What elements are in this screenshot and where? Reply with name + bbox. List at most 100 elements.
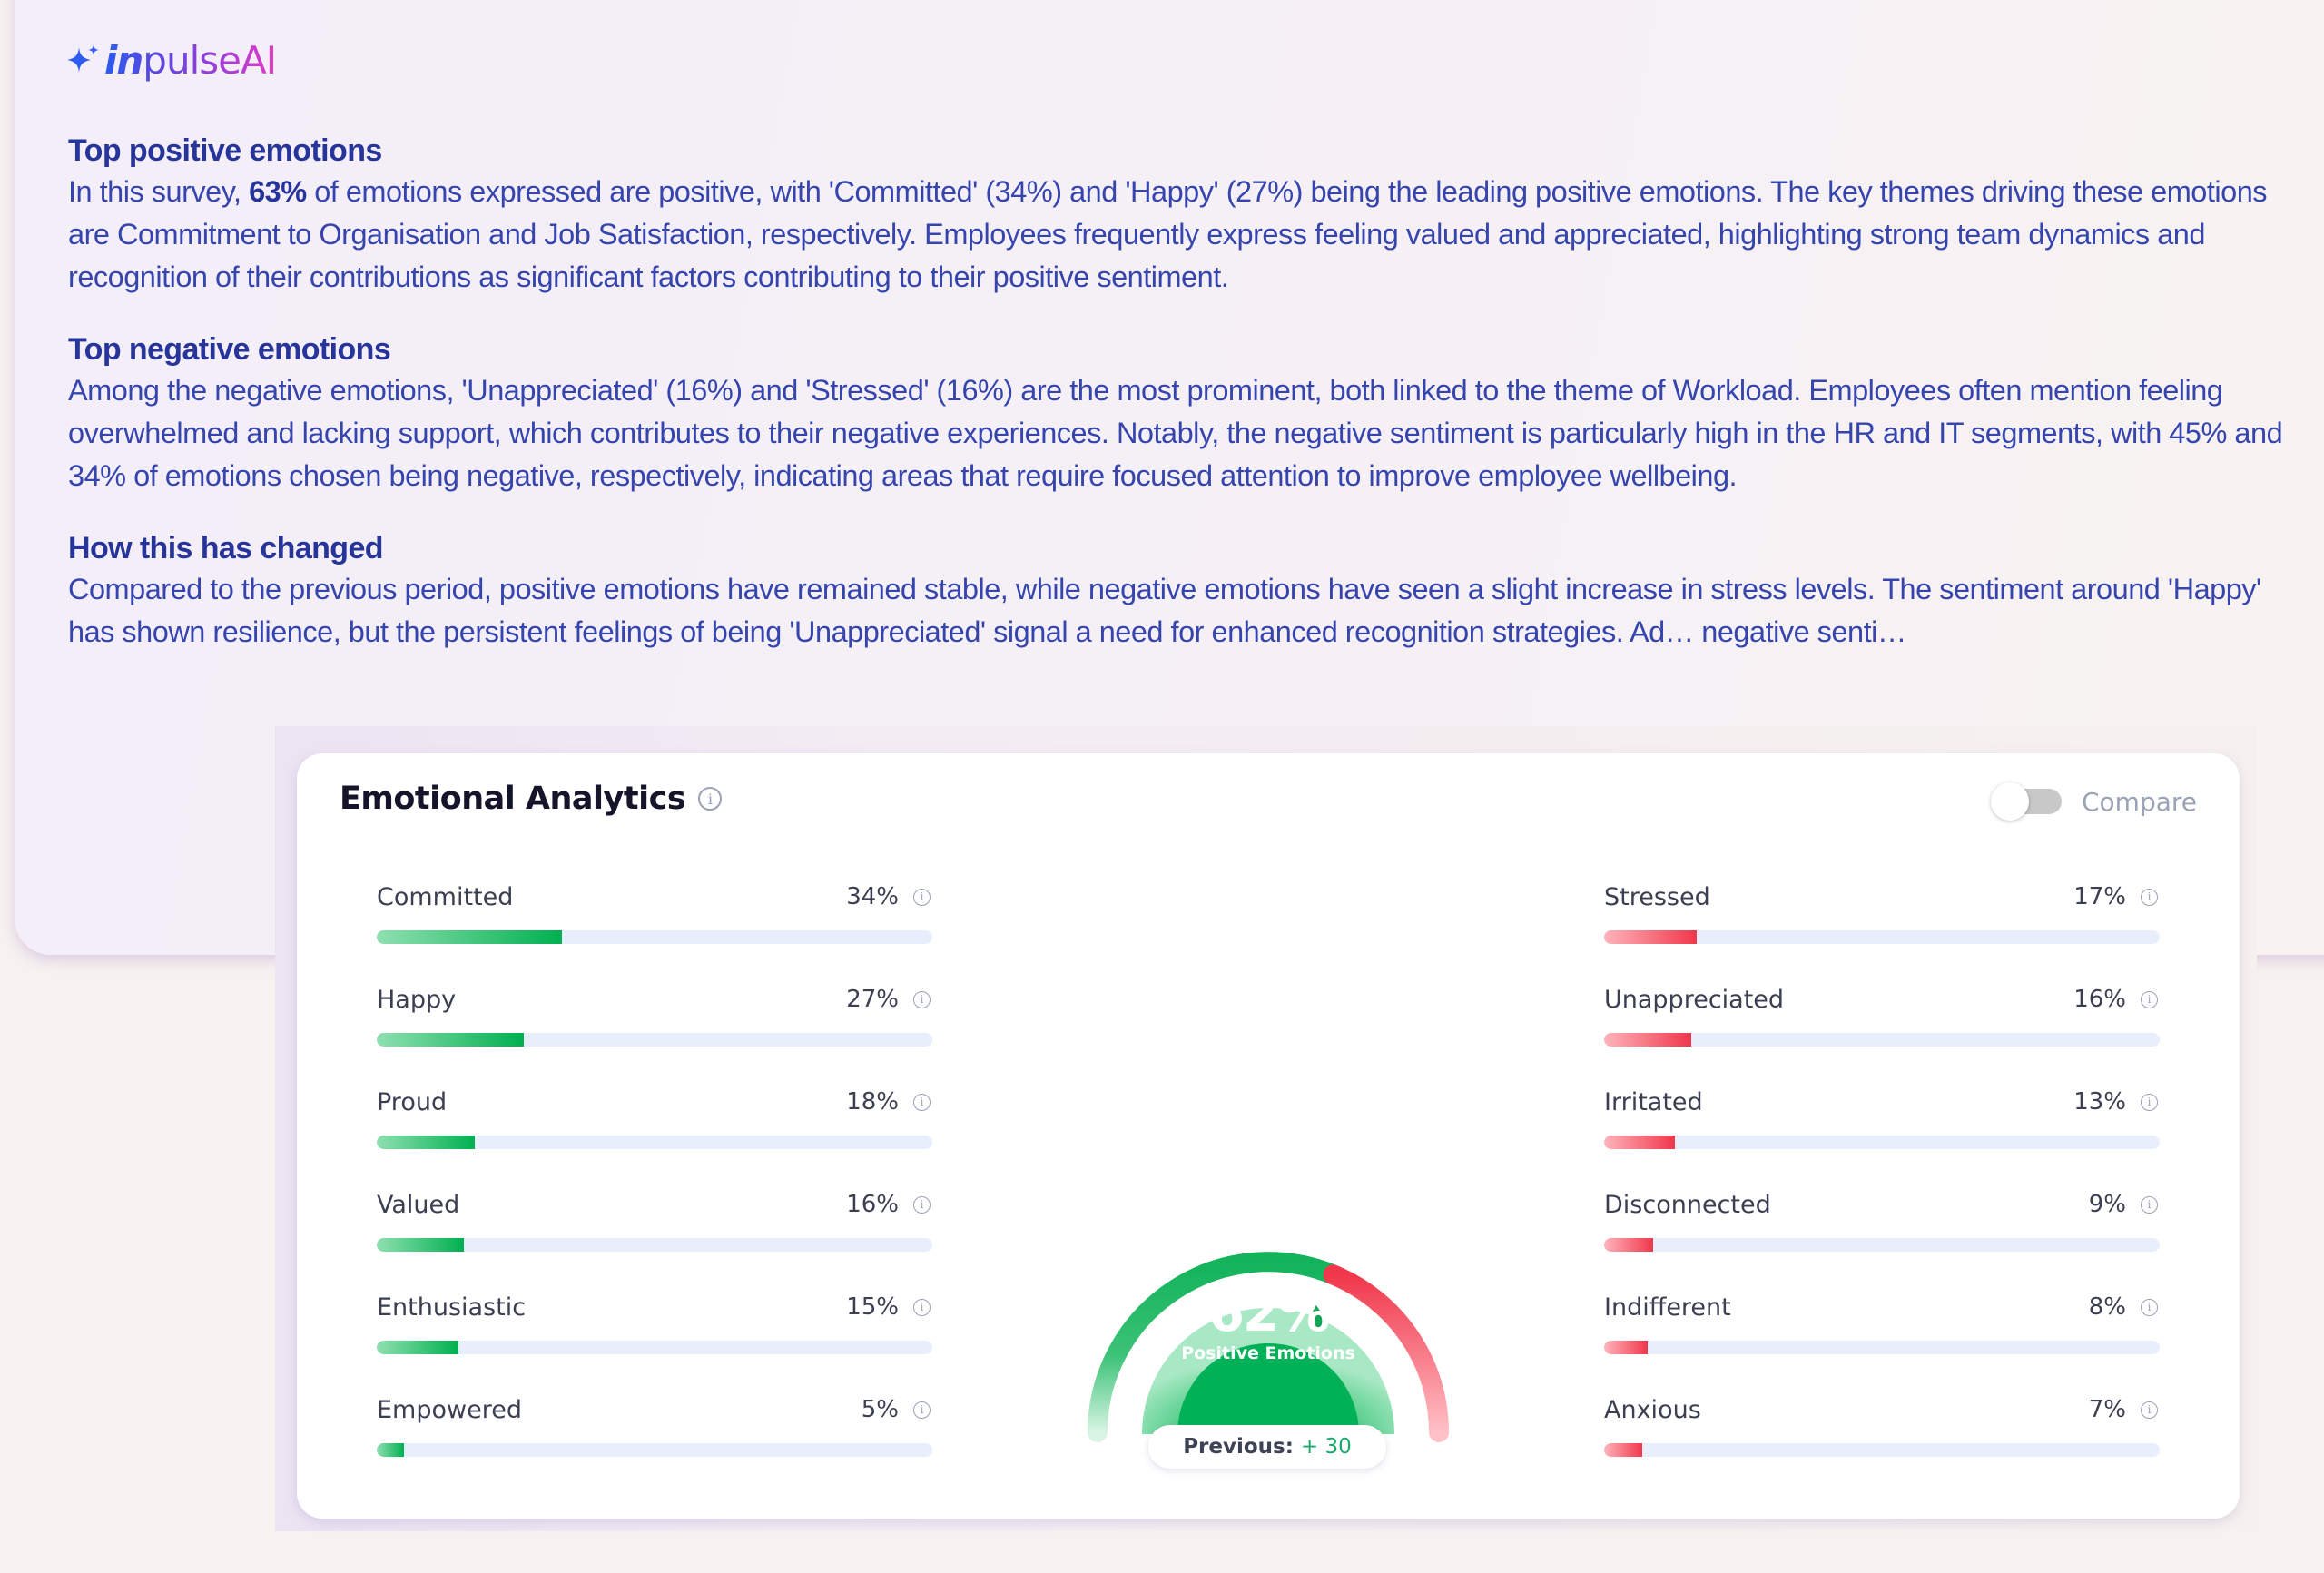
emotion-row: Unappreciated 16% i (1604, 983, 2160, 1086)
gauge-marker-icon (1309, 1305, 1324, 1329)
card-title-text: Emotional Analytics (340, 781, 686, 817)
emotion-row-header: Anxious 7% i (1604, 1393, 2160, 1426)
info-icon[interactable]: i (913, 1093, 931, 1111)
brand-logo: inpulseAI (66, 34, 276, 85)
emotion-row: Irritated 13% i (1604, 1086, 2160, 1188)
gauge-core (1177, 1343, 1359, 1434)
emotion-label: Indifferent (1604, 1293, 1731, 1322)
info-icon[interactable]: i (2141, 1093, 2158, 1111)
wordmark-ai: AI (240, 37, 277, 83)
emotion-row: Anxious 7% i (1604, 1393, 2160, 1496)
emotion-row: Stressed 17% i (1604, 880, 2160, 983)
info-icon[interactable]: i (2141, 1298, 2158, 1316)
highlight-percent: 63% (249, 175, 307, 208)
gauge-arc-positive (1088, 1252, 1344, 1442)
info-icon[interactable]: i (2141, 1195, 2158, 1214)
emotion-value: 27% (846, 986, 899, 1013)
gauge-center: 62% Positive Emotions (1087, 1282, 1450, 1363)
wordmark-in: in (104, 37, 143, 83)
wordmark-pulse: pulse (143, 37, 241, 83)
emotion-label: Anxious (1604, 1395, 1701, 1424)
emotion-label: Disconnected (1604, 1190, 1771, 1219)
progress-fill (377, 930, 562, 944)
progress-track (377, 1443, 932, 1457)
emotion-label: Enthusiastic (377, 1293, 527, 1322)
toggle-knob (1990, 782, 2029, 821)
info-icon[interactable]: i (913, 1401, 931, 1419)
emotion-row: Enthusiastic 15% i (377, 1291, 932, 1393)
body-text: In this survey, (68, 175, 250, 208)
info-icon[interactable]: i (913, 1298, 931, 1316)
emotion-label: Stressed (1604, 882, 1710, 911)
gauge-arc-negative (1323, 1264, 1449, 1442)
compare-toggle[interactable] (1990, 782, 2063, 821)
summary-text: Top positive emotions In this survey, 63… (68, 131, 2283, 684)
progress-track (1604, 1341, 2160, 1354)
emotion-value: 13% (2073, 1088, 2126, 1116)
positive-emotions-gauge: 62% Positive Emotions (1087, 1180, 1450, 1452)
progress-track (1604, 930, 2160, 944)
progress-track (1604, 1033, 2160, 1047)
info-icon[interactable]: i (913, 1195, 931, 1214)
emotion-row-header: Valued 16% i (377, 1188, 932, 1221)
progress-fill (1604, 1341, 1648, 1354)
info-icon[interactable]: i (913, 990, 931, 1008)
info-icon[interactable]: i (2141, 888, 2158, 906)
emotion-row: Committed 34% i (377, 880, 932, 983)
gauge-value: 62% (1207, 1282, 1331, 1343)
progress-track (377, 1238, 932, 1252)
emotion-label: Proud (377, 1087, 448, 1116)
emotion-row: Indifferent 8% i (1604, 1291, 2160, 1393)
info-icon[interactable]: i (2141, 1401, 2158, 1419)
emotion-label: Unappreciated (1604, 985, 1785, 1014)
emotion-value: 16% (846, 1191, 899, 1218)
emotion-value: 8% (2088, 1293, 2126, 1321)
progress-fill (1604, 930, 1697, 944)
emotion-value: 9% (2088, 1191, 2126, 1218)
progress-fill (377, 1341, 458, 1354)
emotion-row: Empowered 5% i (377, 1393, 932, 1496)
compare-toggle-group: Compare (1990, 782, 2197, 821)
emotion-row-header: Indifferent 8% i (1604, 1291, 2160, 1323)
emotion-value: 34% (846, 883, 899, 910)
progress-fill (377, 1443, 404, 1457)
emotion-row: Proud 18% i (377, 1086, 932, 1188)
section-heading: How this has changed (68, 531, 384, 565)
emotion-value: 16% (2073, 986, 2126, 1013)
progress-track (377, 1033, 932, 1047)
section-heading: Top negative emotions (68, 332, 391, 367)
compare-label: Compare (2081, 786, 2197, 817)
emotion-row-header: Enthusiastic 15% i (377, 1291, 932, 1323)
emotion-row-header: Committed 34% i (377, 880, 932, 913)
emotion-label: Happy (377, 985, 457, 1014)
emotion-value: 7% (2088, 1396, 2126, 1423)
section-heading: Top positive emotions (68, 133, 382, 168)
progress-fill (1604, 1443, 1642, 1457)
emotional-analytics-card: Emotional Analytics i Compare Committed 3… (297, 753, 2240, 1519)
info-icon[interactable]: i (698, 787, 723, 811)
section-body: Among the negative emotions, 'Unapprecia… (68, 374, 2283, 492)
info-icon[interactable]: i (913, 888, 931, 906)
info-icon[interactable]: i (2141, 990, 2158, 1008)
progress-track (1604, 1136, 2160, 1149)
emotion-value: 18% (846, 1088, 899, 1116)
section-body: In this survey, 63% of emotions expresse… (68, 171, 2283, 299)
previous-delta: + 30 (1300, 1435, 1352, 1459)
progress-fill (1604, 1136, 1675, 1149)
progress-fill (377, 1136, 475, 1149)
previous-comparison-pill: Previous: + 30 (1148, 1425, 1386, 1469)
progress-fill (1604, 1033, 1691, 1047)
progress-track (377, 930, 932, 944)
emotion-label: Empowered (377, 1395, 522, 1424)
emotion-row: Happy 27% i (377, 983, 932, 1086)
progress-track (377, 1341, 932, 1354)
emotion-row-header: Unappreciated 16% i (1604, 983, 2160, 1016)
body-text: of emotions expressed are positive, with… (68, 175, 2268, 293)
section-top-positive: Top positive emotions In this survey, 63… (68, 131, 2283, 299)
gauge-chart (1088, 1252, 1449, 1442)
progress-track (377, 1136, 932, 1149)
emotion-value: 5% (861, 1396, 899, 1423)
emotion-label: Valued (377, 1190, 460, 1219)
section-top-negative: Top negative emotions Among the negative… (68, 329, 2283, 497)
progress-fill (377, 1238, 464, 1252)
